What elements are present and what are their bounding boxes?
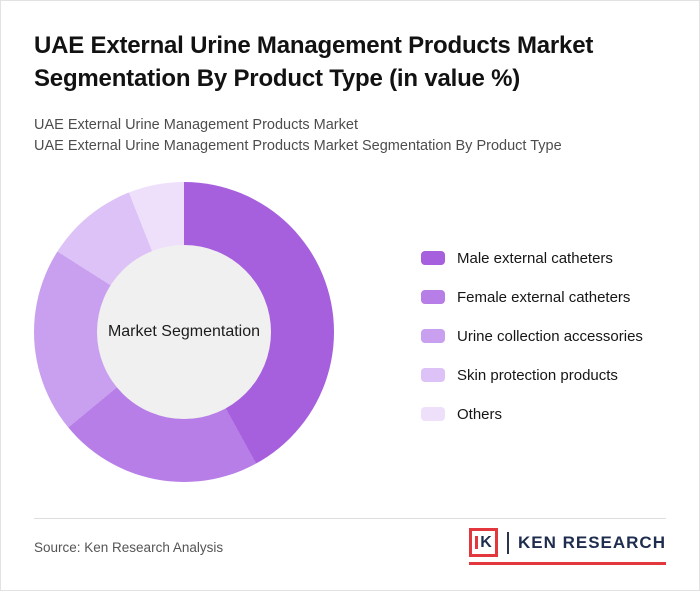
subtitle-line-1: UAE External Urine Management Products M… [34, 117, 358, 133]
logo-wordmark: KEN RESEARCH [517, 532, 666, 552]
source-text: Source: Ken Research Analysis [34, 540, 224, 555]
legend-swatch [421, 251, 445, 265]
legend-item: Male external catheters [421, 247, 643, 269]
logo-row: K KEN RESEARCH [468, 528, 666, 557]
donut-center: Market Segmentation [97, 245, 271, 419]
legend-item: Female external catheters [421, 286, 643, 308]
legend-label: Urine collection accessories [457, 327, 643, 345]
donut-chart: Market Segmentation [34, 182, 334, 482]
subtitle-line-2: UAE External Urine Management Products M… [34, 138, 562, 154]
legend-label: Female external catheters [457, 288, 631, 306]
page-title: UAE External Urine Management Products M… [34, 32, 594, 92]
legend-label: Skin protection products [457, 366, 618, 384]
legend-item: Others [421, 403, 643, 425]
logo-k-accent-bar [475, 536, 479, 549]
legend-label: Male external catheters [457, 249, 613, 267]
legend-swatch [421, 368, 445, 382]
footer-divider [34, 518, 666, 519]
logo-underline [468, 562, 666, 565]
chart-legend: Male external catheters Female external … [421, 247, 643, 442]
legend-item: Skin protection products [421, 364, 643, 386]
legend-label: Others [457, 405, 503, 423]
ken-research-logo: K KEN RESEARCH [468, 528, 666, 565]
logo-k-letter: K [480, 533, 492, 551]
logo-separator [506, 531, 509, 554]
logo-k-monogram: K [468, 528, 498, 557]
legend-swatch [421, 407, 445, 421]
legend-item: Urine collection accessories [421, 325, 643, 347]
legend-swatch [421, 329, 445, 343]
donut-center-label: Market Segmentation [107, 323, 261, 340]
legend-swatch [421, 290, 445, 304]
